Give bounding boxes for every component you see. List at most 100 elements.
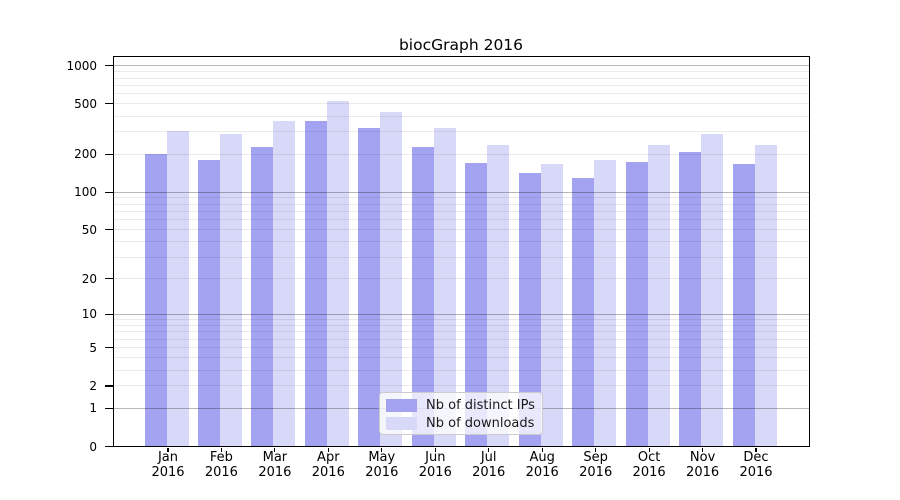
minor-gridline: [114, 115, 809, 117]
bar-downloads-dec: [754, 144, 777, 446]
bar-distinct-ips-feb: [197, 159, 220, 446]
minor-gridline: [114, 103, 809, 105]
bar-downloads-nov: [701, 134, 724, 446]
bar-downloads-jan: [166, 130, 189, 446]
y-tick-mark: [105, 103, 113, 105]
bar-distinct-ips-aug: [518, 173, 541, 446]
bar-distinct-ips-jan: [144, 153, 167, 446]
minor-gridline: [114, 77, 809, 79]
minor-gridline: [114, 319, 809, 321]
legend-label: Nb of distinct IPs: [426, 397, 535, 413]
bar-distinct-ips-nov: [679, 152, 702, 446]
y-tick-mark: [105, 229, 113, 231]
bar-distinct-ips-apr: [304, 120, 327, 446]
bar-distinct-ips-may: [358, 127, 381, 446]
y-tick-label: 20: [81, 271, 97, 286]
x-tick-mark: [488, 447, 490, 452]
x-tick-mark: [381, 447, 383, 452]
y-tick-label: 50: [81, 222, 97, 237]
x-tick-label-jun: Jun 2016: [418, 450, 452, 480]
y-tick-label: 200: [74, 147, 97, 162]
y-tick-mark: [105, 347, 113, 349]
minor-gridline: [114, 197, 809, 199]
minor-gridline: [114, 331, 809, 333]
y-tick-mark: [105, 407, 113, 409]
y-tick-label: 0: [89, 439, 97, 454]
bar-distinct-ips-dec: [732, 164, 755, 446]
minor-gridline: [114, 256, 809, 258]
x-tick-mark: [755, 447, 757, 452]
bar-downloads-jun: [433, 127, 456, 446]
major-gridline: [114, 313, 809, 315]
y-tick-mark: [105, 313, 113, 315]
x-tick-label-apr: Apr 2016: [311, 450, 345, 480]
x-tick-mark: [595, 447, 597, 452]
bar-distinct-ips-jul: [465, 162, 488, 446]
bar-distinct-ips-sep: [572, 178, 595, 446]
minor-gridline: [114, 338, 809, 340]
minor-gridline: [114, 93, 809, 95]
minor-gridline: [114, 241, 809, 243]
x-tick-mark: [274, 447, 276, 452]
y-tick-mark: [105, 278, 113, 280]
minor-gridline: [114, 153, 809, 155]
y-tick-label: 10: [81, 307, 97, 322]
bar-distinct-ips-oct: [625, 162, 648, 446]
bar-downloads-jul: [487, 144, 510, 446]
minor-gridline: [114, 324, 809, 326]
x-tick-label-jan: Jan 2016: [151, 450, 185, 480]
minor-gridline: [114, 71, 809, 72]
x-tick-label-mar: Mar 2016: [258, 450, 292, 480]
legend-row: Nb of distinct IPs: [386, 397, 536, 413]
y-tick-mark: [105, 153, 113, 155]
minor-gridline: [114, 385, 809, 387]
y-tick-mark: [105, 385, 113, 387]
minor-gridline: [114, 131, 809, 133]
x-tick-mark: [167, 447, 169, 452]
x-tick-label-feb: Feb 2016: [204, 450, 238, 480]
major-gridline: [114, 65, 809, 67]
bar-downloads-oct: [647, 144, 670, 446]
y-tick-mark: [105, 191, 113, 193]
minor-gridline: [114, 278, 809, 280]
bar-downloads-feb: [219, 134, 242, 446]
y-tick-mark: [105, 65, 113, 67]
y-tick-mark: [105, 445, 113, 448]
x-tick-mark: [648, 447, 650, 452]
plot-area: [113, 56, 810, 447]
legend: Nb of distinct IPs Nb of downloads: [379, 392, 543, 435]
y-tick-label: 1000: [66, 58, 97, 73]
minor-gridline: [114, 347, 809, 349]
minor-gridline: [114, 229, 809, 231]
x-tick-mark: [434, 447, 436, 452]
y-tick-label: 2: [89, 378, 97, 393]
legend-swatch: [386, 398, 417, 412]
x-tick-mark: [220, 447, 223, 452]
x-tick-mark: [701, 447, 704, 452]
chart-title: biocGraph 2016: [398, 36, 524, 54]
minor-gridline: [114, 219, 809, 221]
bar-downloads-apr: [326, 101, 349, 446]
major-gridline: [114, 191, 809, 193]
y-tick-label: 5: [89, 340, 97, 355]
x-tick-label-dec: Dec 2016: [739, 450, 773, 480]
x-tick-label-aug: Aug 2016: [525, 450, 559, 480]
bar-downloads-may: [380, 111, 403, 446]
y-tick-label: 1: [89, 401, 97, 416]
y-tick-label: 100: [74, 185, 97, 200]
bar-downloads-aug: [540, 164, 563, 446]
x-tick-mark: [541, 447, 543, 452]
y-tick-label: 500: [74, 96, 97, 111]
legend-row: Nb of downloads: [386, 415, 536, 431]
legend-swatch: [386, 416, 417, 430]
bar-downloads-mar: [273, 120, 296, 446]
minor-gridline: [114, 211, 809, 212]
x-tick-mark: [327, 447, 329, 452]
x-tick-label-jul: Jul 2016: [472, 450, 506, 480]
x-tick-label-oct: Oct 2016: [632, 450, 666, 480]
minor-gridline: [114, 369, 809, 371]
bar-downloads-sep: [594, 160, 617, 446]
minor-gridline: [114, 203, 809, 205]
minor-gridline: [114, 357, 809, 359]
